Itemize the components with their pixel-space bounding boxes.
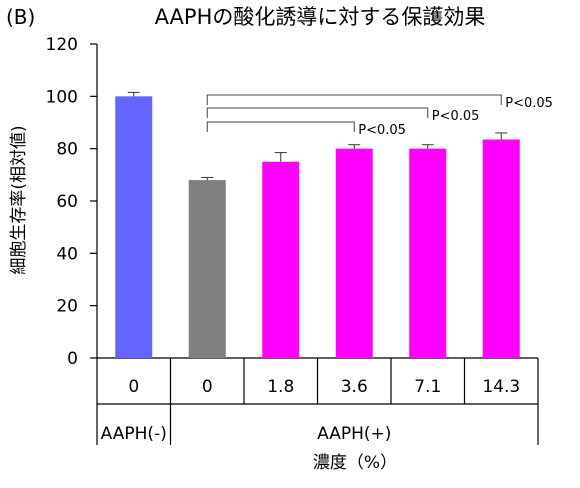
significance-brackets: P<0.05 P<0.05 P<0.05 xyxy=(206,94,553,138)
significance-bracket xyxy=(206,107,429,118)
bar xyxy=(115,96,153,358)
group-label: AAPH(+) xyxy=(317,424,391,444)
chart-title: AAPHの酸化誘導に対する保護効果 xyxy=(155,5,486,29)
bars xyxy=(115,91,520,358)
axes: 0 20 40 60 80 100 120 xyxy=(46,35,538,369)
x-tick-label: 3.6 xyxy=(341,377,368,397)
x-tick-label: 0 xyxy=(128,377,139,397)
group-label: AAPH(-) xyxy=(101,424,167,444)
y-tick-label: 0 xyxy=(67,349,78,369)
bar xyxy=(262,161,300,358)
significance-bracket xyxy=(206,121,355,132)
x-tick-label: 14.3 xyxy=(482,377,520,397)
significance-bracket xyxy=(206,94,502,105)
significance-label: P<0.05 xyxy=(432,109,480,124)
x-tick-label: 0 xyxy=(202,377,213,397)
x-tick-label: 1.8 xyxy=(267,377,294,397)
bar xyxy=(409,148,447,358)
y-tick-label: 80 xyxy=(56,140,78,160)
bar xyxy=(188,180,226,358)
bar xyxy=(482,139,520,358)
significance-label: P<0.05 xyxy=(505,96,553,111)
category-table: 0 0 1.8 3.6 7.1 14.3 AAPH(-) AAPH(+) xyxy=(96,358,539,445)
y-tick-label: 60 xyxy=(56,192,78,212)
y-tick-label: 40 xyxy=(56,244,78,264)
x-axis-label: 濃度（%） xyxy=(313,453,397,473)
y-tick-label: 120 xyxy=(46,35,78,55)
y-tick-label: 100 xyxy=(46,87,78,107)
y-tick-label: 20 xyxy=(56,297,78,317)
x-tick-label: 7.1 xyxy=(414,377,441,397)
y-axis-label: 細胞生存率(相対値) xyxy=(9,125,29,274)
significance-label: P<0.05 xyxy=(358,123,406,138)
panel-label: (B) xyxy=(6,5,35,29)
bar xyxy=(335,148,373,358)
